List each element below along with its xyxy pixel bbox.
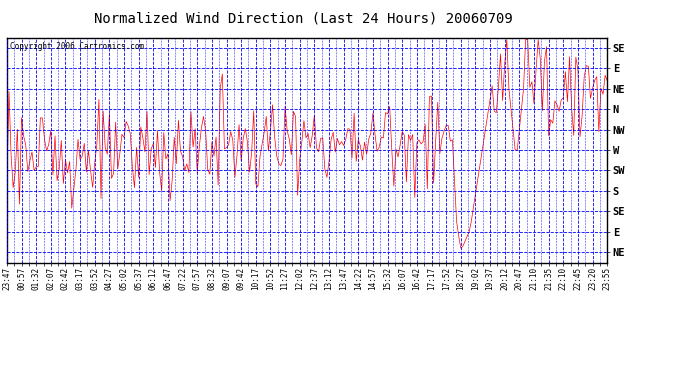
Text: Normalized Wind Direction (Last 24 Hours) 20060709: Normalized Wind Direction (Last 24 Hours… [95,11,513,25]
Text: Copyright 2006 Cartronics.com: Copyright 2006 Cartronics.com [10,42,144,51]
